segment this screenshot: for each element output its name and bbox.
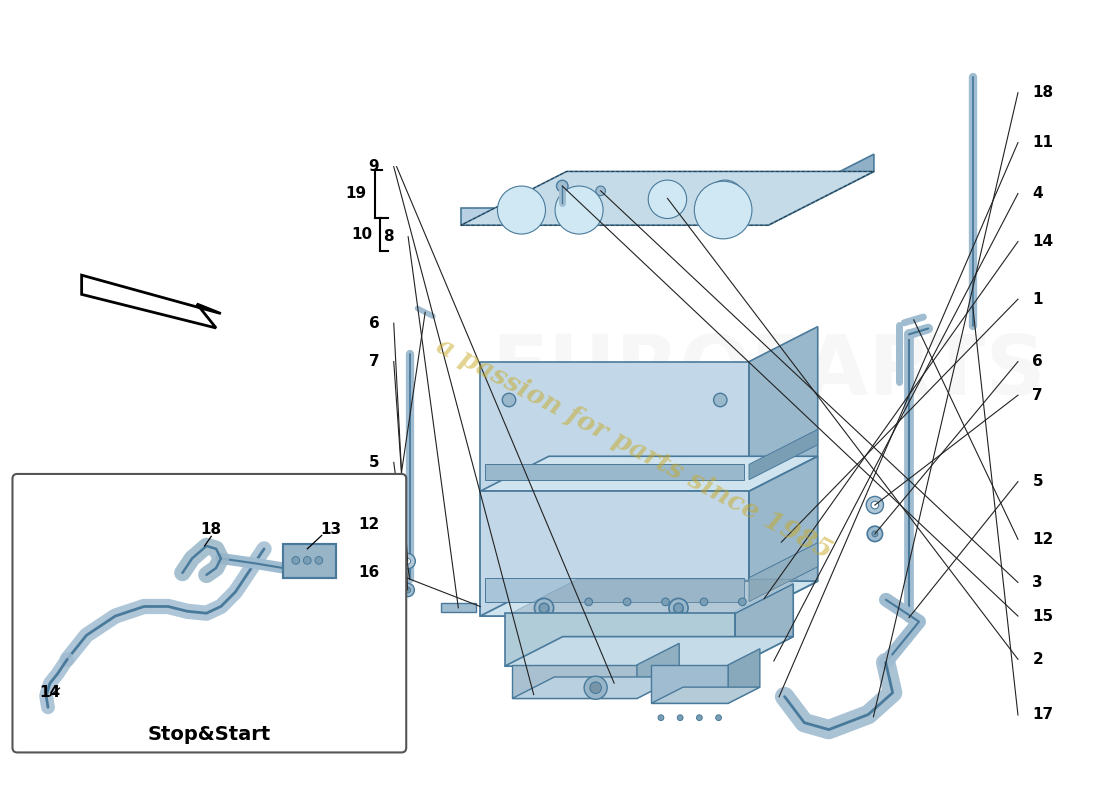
Text: 15: 15 bbox=[1033, 609, 1054, 623]
Text: a passion for parts since 1985: a passion for parts since 1985 bbox=[431, 333, 836, 563]
Polygon shape bbox=[441, 603, 475, 612]
Text: 7: 7 bbox=[1033, 388, 1043, 402]
Circle shape bbox=[716, 714, 722, 721]
Circle shape bbox=[662, 598, 670, 606]
Polygon shape bbox=[505, 614, 735, 666]
Circle shape bbox=[585, 598, 593, 606]
Polygon shape bbox=[749, 430, 817, 480]
Circle shape bbox=[706, 180, 745, 218]
Text: 16: 16 bbox=[359, 566, 380, 580]
Circle shape bbox=[292, 557, 299, 564]
Text: 14: 14 bbox=[40, 686, 60, 701]
Circle shape bbox=[624, 598, 631, 606]
Text: Stop&Start: Stop&Start bbox=[147, 725, 271, 744]
Circle shape bbox=[535, 598, 553, 618]
Circle shape bbox=[556, 186, 603, 234]
Polygon shape bbox=[481, 362, 749, 491]
FancyBboxPatch shape bbox=[12, 474, 406, 753]
Polygon shape bbox=[651, 687, 760, 703]
Text: 10: 10 bbox=[352, 227, 373, 242]
Circle shape bbox=[738, 598, 746, 606]
Circle shape bbox=[867, 526, 882, 542]
Circle shape bbox=[648, 180, 686, 218]
Polygon shape bbox=[481, 581, 817, 616]
Circle shape bbox=[400, 583, 415, 597]
Circle shape bbox=[497, 186, 546, 234]
Text: 9: 9 bbox=[368, 159, 379, 174]
Bar bbox=[284, 544, 337, 578]
Text: 17: 17 bbox=[1033, 707, 1054, 722]
Polygon shape bbox=[485, 578, 745, 602]
Circle shape bbox=[866, 497, 883, 514]
Text: 3: 3 bbox=[1033, 575, 1043, 590]
Polygon shape bbox=[481, 491, 749, 616]
Polygon shape bbox=[461, 208, 768, 226]
Circle shape bbox=[678, 714, 683, 721]
Circle shape bbox=[590, 682, 602, 694]
Circle shape bbox=[596, 186, 605, 196]
Polygon shape bbox=[637, 643, 679, 698]
Circle shape bbox=[714, 394, 727, 406]
Text: EUROPARTS: EUROPARTS bbox=[491, 330, 1046, 412]
Text: 4: 4 bbox=[1033, 186, 1043, 201]
Text: 6: 6 bbox=[368, 316, 379, 330]
Circle shape bbox=[315, 557, 322, 564]
Polygon shape bbox=[513, 677, 679, 698]
Text: 5: 5 bbox=[368, 455, 379, 470]
Circle shape bbox=[400, 554, 416, 569]
Text: 18: 18 bbox=[200, 522, 222, 537]
Circle shape bbox=[584, 676, 607, 699]
Polygon shape bbox=[505, 637, 793, 666]
Circle shape bbox=[658, 714, 663, 721]
Circle shape bbox=[539, 603, 549, 613]
Polygon shape bbox=[513, 665, 637, 698]
Circle shape bbox=[696, 714, 702, 721]
Text: 11: 11 bbox=[1033, 135, 1054, 150]
Polygon shape bbox=[461, 171, 873, 226]
Text: 12: 12 bbox=[1033, 532, 1054, 546]
Text: 12: 12 bbox=[359, 518, 380, 532]
Text: 7: 7 bbox=[368, 354, 379, 369]
Polygon shape bbox=[749, 326, 817, 491]
Circle shape bbox=[557, 180, 568, 192]
Circle shape bbox=[405, 587, 410, 593]
Polygon shape bbox=[749, 542, 817, 602]
Text: 1: 1 bbox=[1033, 292, 1043, 306]
Circle shape bbox=[304, 557, 311, 564]
Polygon shape bbox=[749, 456, 817, 616]
Text: 19: 19 bbox=[345, 186, 367, 201]
Polygon shape bbox=[728, 649, 760, 703]
Circle shape bbox=[673, 603, 683, 613]
Circle shape bbox=[669, 598, 689, 618]
Text: 5: 5 bbox=[1033, 474, 1043, 489]
Polygon shape bbox=[481, 456, 817, 491]
Polygon shape bbox=[509, 579, 799, 614]
Text: 6: 6 bbox=[1033, 354, 1043, 369]
Text: 2: 2 bbox=[1033, 652, 1043, 666]
Polygon shape bbox=[651, 665, 728, 703]
Text: 18: 18 bbox=[1033, 85, 1054, 100]
Text: 14: 14 bbox=[1033, 234, 1054, 249]
Text: 13: 13 bbox=[321, 522, 342, 537]
Circle shape bbox=[700, 598, 707, 606]
Polygon shape bbox=[81, 275, 221, 328]
Circle shape bbox=[871, 502, 879, 509]
Circle shape bbox=[694, 182, 752, 239]
Polygon shape bbox=[768, 154, 873, 226]
Bar bbox=[284, 544, 337, 578]
Text: 8: 8 bbox=[383, 230, 394, 244]
Circle shape bbox=[503, 394, 516, 406]
Polygon shape bbox=[485, 464, 745, 480]
Polygon shape bbox=[735, 584, 793, 666]
Circle shape bbox=[872, 531, 878, 537]
Circle shape bbox=[405, 558, 410, 564]
